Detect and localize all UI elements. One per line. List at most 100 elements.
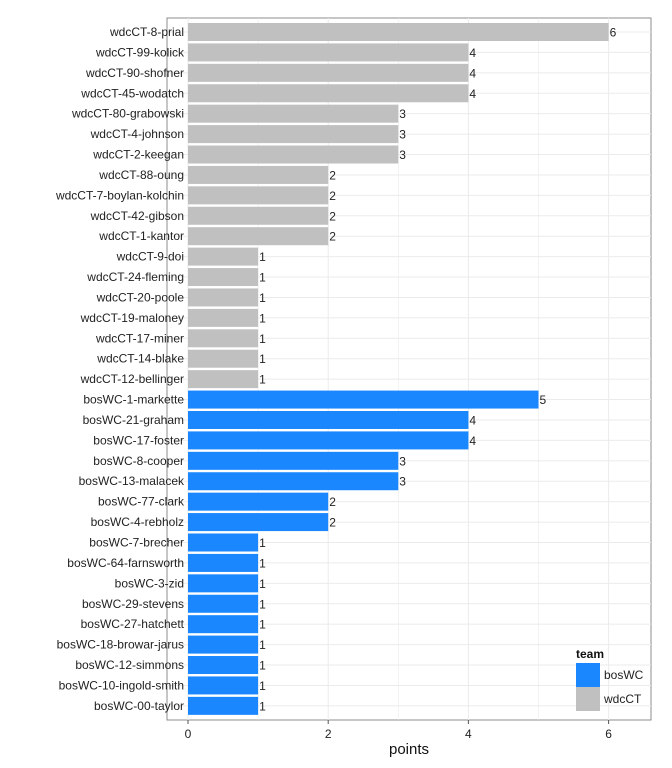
value-label: 1 (259, 311, 266, 325)
x-axis-title: points (389, 741, 429, 758)
value-label: 2 (329, 209, 336, 223)
value-label: 2 (329, 516, 336, 530)
bar (188, 431, 469, 450)
x-tick-label: 0 (185, 727, 192, 741)
value-label: 1 (259, 699, 266, 713)
category-label: bosWC-10-ingold-smith (59, 678, 184, 692)
value-label: 3 (399, 148, 406, 162)
x-tick-label: 6 (605, 727, 612, 741)
category-label: wdcCT-80-grabowski (71, 107, 184, 121)
category-label: bosWC-3-zid (115, 576, 184, 590)
value-label: 1 (259, 577, 266, 591)
category-label: wdcCT-42-gibson (90, 209, 184, 223)
legend-swatch (576, 663, 600, 687)
category-label: wdcCT-14-blake (96, 352, 184, 366)
category-label: wdcCT-90-shofner (85, 66, 184, 80)
plot-panel (166, 17, 652, 721)
value-label: 1 (259, 597, 266, 611)
bar (188, 329, 259, 348)
value-label: 5 (540, 393, 547, 407)
bar (188, 696, 259, 715)
category-label: bosWC-00-taylor (94, 699, 184, 713)
bar (188, 247, 259, 266)
value-label: 1 (259, 618, 266, 632)
bar (188, 574, 259, 593)
x-axis-ticks: 0 2 4 6 (185, 720, 612, 741)
category-label: bosWC-8-cooper (93, 454, 184, 468)
value-label: 1 (259, 250, 266, 264)
bar (188, 104, 399, 123)
category-label: bosWC-17-foster (93, 433, 184, 447)
category-label: wdcCT-17-miner (95, 331, 184, 345)
legend: team bosWC wdcCT (576, 647, 644, 711)
category-label: wdcCT-1-kantor (98, 229, 184, 243)
category-label: bosWC-64-farnsworth (67, 556, 184, 570)
bar (188, 370, 259, 389)
bars-group (188, 23, 609, 715)
category-label: wdcCT-7-boylan-kolchin (55, 188, 184, 202)
category-label: bosWC-13-malacek (79, 474, 185, 488)
value-label: 1 (259, 271, 266, 285)
value-label: 2 (329, 168, 336, 182)
bar (188, 186, 329, 205)
category-label: bosWC-27-hatchett (81, 617, 185, 631)
value-label: 3 (399, 107, 406, 121)
value-label: 4 (469, 87, 476, 101)
category-label: bosWC-12-simmons (75, 658, 184, 672)
bar (188, 390, 539, 409)
value-label: 3 (399, 475, 406, 489)
category-label: wdcCT-45-wodatch (80, 86, 184, 100)
bar (188, 308, 259, 327)
bar (188, 635, 259, 654)
bar (188, 410, 469, 429)
category-label: wdcCT-20-poole (96, 290, 185, 304)
value-label: 1 (259, 352, 266, 366)
value-label: 1 (259, 556, 266, 570)
bar (188, 145, 399, 164)
value-label: 6 (610, 26, 617, 40)
category-label: wdcCT-8-prial (109, 25, 184, 39)
bar (188, 43, 469, 62)
category-label: wdcCT-19-maloney (80, 311, 184, 325)
value-label: 1 (259, 659, 266, 673)
category-label: wdcCT-2-keegan (92, 148, 184, 162)
category-label: bosWC-4-rebholz (91, 515, 184, 529)
value-label: 1 (259, 679, 266, 693)
value-label: 2 (329, 495, 336, 509)
value-label: 4 (469, 434, 476, 448)
bar (188, 676, 259, 695)
category-label: bosWC-21-graham (83, 413, 184, 427)
bar (188, 206, 329, 225)
legend-title: team (576, 647, 604, 661)
bar (188, 288, 259, 307)
bar (188, 533, 259, 552)
bar (188, 165, 329, 184)
bar (188, 472, 399, 491)
legend-label: wdcCT (603, 692, 642, 706)
bar (188, 349, 259, 368)
category-label: bosWC-18-browar-jarus (57, 638, 184, 652)
legend-entries: bosWC wdcCT (576, 663, 644, 711)
category-label: wdcCT-4-johnson (90, 127, 184, 141)
category-label: wdcCT-88-oung (98, 168, 184, 182)
category-labels: wdcCT-8-prial wdcCT-99-kolick wdcCT-90-sho… (55, 25, 185, 713)
bar (188, 268, 259, 287)
category-label: wdcCT-24-fleming (86, 270, 184, 284)
value-labels: 6 4 4 4 3 3 3 2 2 2 2 1 1 1 1 1 1 1 5 4 4 3 3 2 2 1 1 1 1 1 1 1 1 1 (259, 26, 616, 714)
legend-swatch (576, 687, 600, 711)
bar (188, 594, 259, 613)
bar (188, 84, 469, 103)
bar (188, 615, 259, 634)
value-label: 2 (329, 230, 336, 244)
bar (188, 451, 399, 470)
value-label: 2 (329, 189, 336, 203)
value-label: 1 (259, 291, 266, 305)
value-label: 1 (259, 536, 266, 550)
value-label: 1 (259, 332, 266, 346)
value-label: 1 (259, 638, 266, 652)
category-label: wdcCT-12-bellinger (80, 372, 184, 386)
category-label: bosWC-77-clark (98, 495, 185, 509)
bar (188, 513, 329, 532)
category-label: bosWC-7-brecher (89, 536, 184, 550)
